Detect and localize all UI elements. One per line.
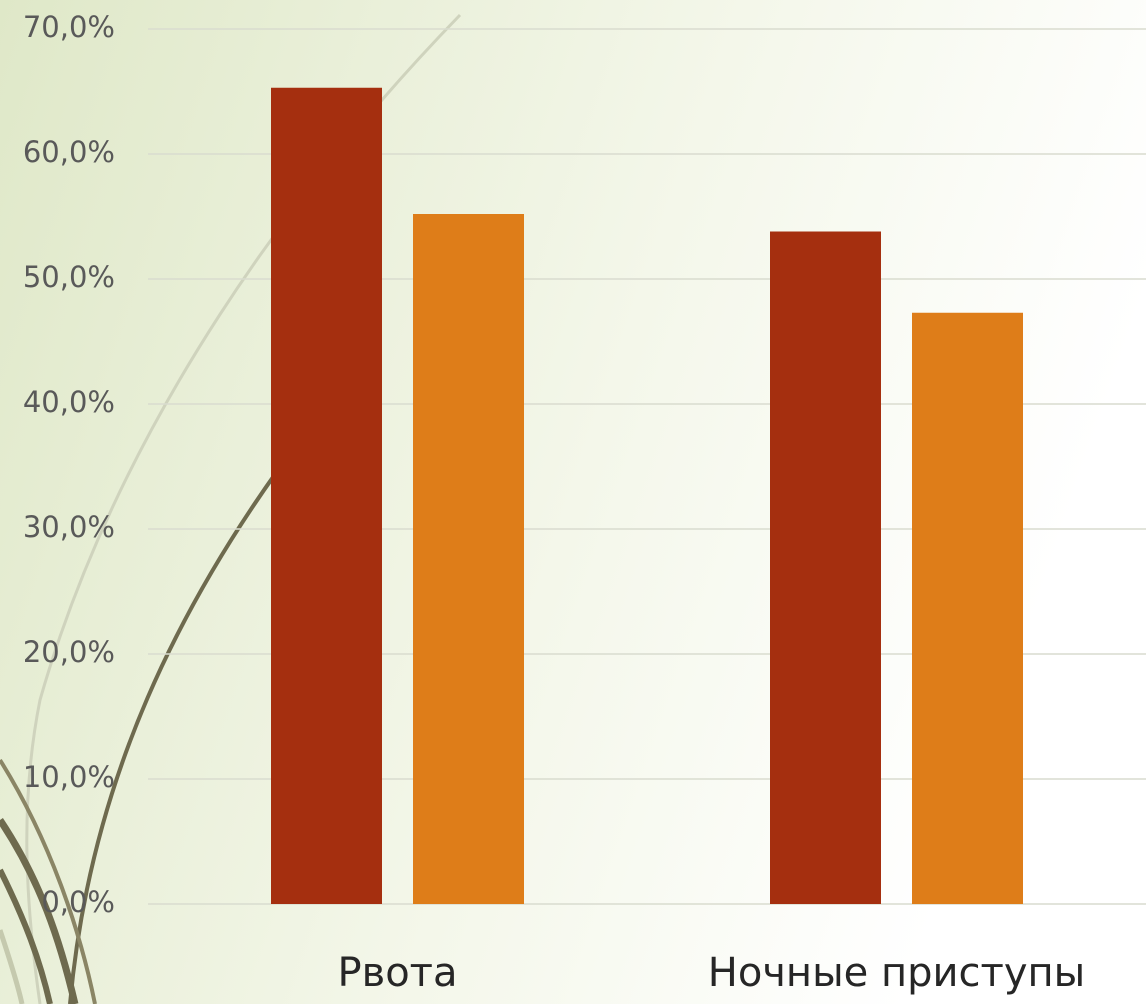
y-tick-label: 0,0% bbox=[41, 885, 115, 919]
curve bbox=[0, 868, 53, 1004]
bar bbox=[912, 312, 1023, 904]
y-tick-label: 10,0% bbox=[23, 760, 115, 794]
bar bbox=[770, 231, 881, 904]
curve bbox=[0, 818, 79, 1004]
curve bbox=[0, 929, 25, 1004]
bar bbox=[413, 214, 524, 904]
curve bbox=[0, 758, 97, 1004]
y-tick-label: 40,0% bbox=[23, 385, 115, 419]
bar bbox=[271, 87, 382, 904]
y-tick-label: 20,0% bbox=[23, 635, 115, 669]
y-tick-label: 70,0% bbox=[23, 10, 115, 44]
x-tick-label: Ночные приступы bbox=[708, 950, 1085, 996]
x-tick-label: Рвота bbox=[338, 950, 458, 996]
curve bbox=[68, 438, 302, 1004]
y-tick-label: 30,0% bbox=[23, 510, 115, 544]
y-tick-label: 50,0% bbox=[23, 260, 115, 294]
y-tick-label: 60,0% bbox=[23, 135, 115, 169]
